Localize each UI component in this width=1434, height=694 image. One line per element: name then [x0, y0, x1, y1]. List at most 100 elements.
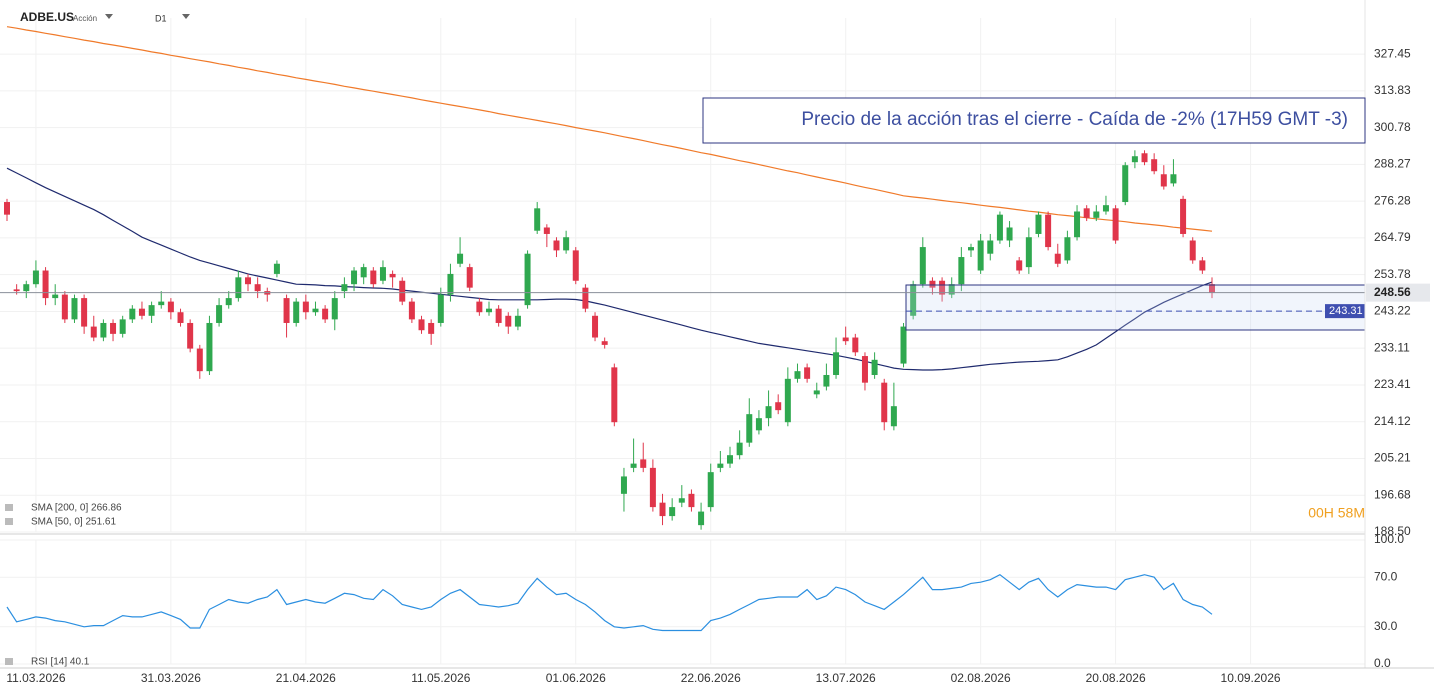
dropdown-icon[interactable] — [182, 14, 190, 19]
candle-body — [81, 298, 88, 327]
candle-body — [1102, 205, 1109, 212]
candle-body — [698, 511, 705, 526]
line-series — [6, 167, 1213, 371]
y-tick-label: 313.83 — [1374, 83, 1411, 97]
candle-body — [61, 294, 68, 320]
candle-body — [1131, 156, 1138, 163]
countdown: 00H 58M — [1308, 505, 1365, 521]
candle-body — [736, 442, 743, 456]
candle-body — [977, 240, 984, 271]
candle-body — [1199, 260, 1206, 271]
candle-body — [717, 463, 724, 468]
y-tick-label: 276.28 — [1374, 193, 1411, 207]
candle-body — [881, 382, 888, 423]
y-tick-label: 214.12 — [1374, 414, 1411, 428]
candle-body — [553, 240, 560, 251]
candle-body — [620, 476, 627, 494]
candle-body — [765, 406, 772, 419]
candle-body — [466, 267, 473, 288]
plot-layer: 243.31 — [0, 18, 1366, 665]
candle-body — [370, 270, 377, 285]
x-tick-label: 02.08.2026 — [951, 671, 1011, 685]
candle-body — [823, 374, 830, 387]
x-tick-label: 13.07.2026 — [816, 671, 876, 685]
legend-icon — [5, 504, 13, 511]
candle-body — [379, 267, 386, 281]
candle-body — [755, 418, 762, 431]
candle-body — [611, 367, 618, 423]
candle-body — [900, 326, 907, 364]
candle-body — [447, 273, 454, 295]
candle-body — [1160, 174, 1167, 187]
candle-body — [813, 390, 820, 395]
candle-body — [1170, 174, 1177, 184]
candle-body — [775, 402, 782, 411]
symbol[interactable]: ADBE.US — [20, 10, 74, 24]
asset-type: Acción — [73, 14, 97, 23]
last-price-label: 248.56 — [1374, 285, 1411, 299]
y-tick-label: 196.68 — [1374, 487, 1411, 501]
candle-body — [649, 467, 656, 508]
candle-body — [1189, 240, 1196, 261]
candle-body — [688, 493, 695, 508]
candle-body — [437, 294, 444, 323]
candle-body — [138, 308, 145, 316]
candle-body — [1054, 253, 1061, 264]
candle-body — [457, 253, 464, 264]
candle-body — [601, 341, 608, 345]
x-tick-label: 31.03.2026 — [141, 671, 201, 685]
candle-body — [852, 337, 859, 353]
candle-body — [148, 305, 155, 316]
candle-body — [948, 284, 955, 295]
candle-body — [659, 502, 666, 517]
candle-body — [4, 202, 10, 215]
x-tick-label: 22.06.2026 — [681, 671, 741, 685]
candle-body — [110, 322, 117, 334]
legend-icon — [5, 518, 13, 525]
candle-body — [910, 284, 917, 316]
candle-body — [505, 315, 512, 327]
candle-body — [630, 463, 637, 468]
candle-body — [1006, 227, 1013, 241]
candle-body — [71, 298, 78, 320]
x-tick-label: 11.05.2026 — [411, 671, 470, 685]
candle-body — [322, 308, 329, 320]
legend-icon — [5, 658, 13, 665]
y-tick-label: 0.0 — [1374, 656, 1391, 670]
candle-body — [216, 305, 223, 323]
candle-body — [428, 322, 435, 334]
candle-body — [129, 308, 136, 320]
candle-body — [495, 308, 502, 323]
y-tick-label: 327.45 — [1374, 46, 1411, 60]
candle-body — [707, 472, 714, 508]
candle-body — [1035, 214, 1042, 234]
candle-body — [360, 267, 367, 278]
candle-body — [572, 250, 579, 281]
candle-body — [158, 301, 165, 306]
x-tick-label: 21.04.2026 — [276, 671, 336, 685]
candle-body — [273, 263, 280, 274]
candle-body — [987, 240, 994, 254]
y-tick-label: 243.22 — [1374, 304, 1411, 318]
candle-body — [293, 301, 300, 323]
candle-body — [23, 284, 30, 292]
candle-body — [543, 227, 550, 234]
candle-body — [592, 315, 599, 338]
x-tick-label: 10.09.2026 — [1221, 671, 1281, 685]
candle-body — [206, 322, 213, 372]
candle-body — [1025, 237, 1032, 268]
y-tick-label: 205.21 — [1374, 451, 1411, 465]
candle-body — [52, 294, 59, 299]
y-tick-label: 300.78 — [1374, 120, 1411, 134]
y-tick-label: 70.0 — [1374, 569, 1398, 583]
candle-body — [919, 247, 926, 285]
dropdown-icon[interactable] — [105, 14, 113, 19]
candle-body — [669, 507, 676, 517]
candle-body — [534, 208, 541, 231]
candle-body — [524, 253, 531, 306]
candle-body — [389, 273, 396, 278]
timeframe[interactable]: D1 — [155, 13, 167, 23]
candle-body — [312, 308, 319, 313]
